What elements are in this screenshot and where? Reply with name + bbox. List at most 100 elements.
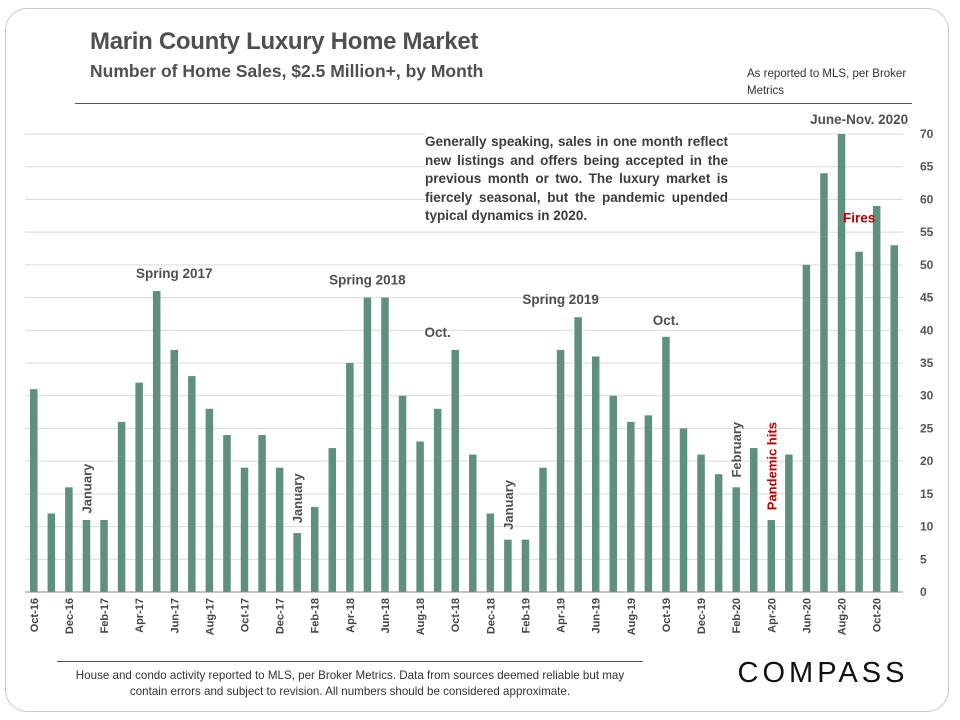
- bar-dec-16: [65, 487, 73, 592]
- y-tick-label: 35: [920, 356, 934, 370]
- x-tick-label: Apr-19: [556, 598, 568, 633]
- bar-oct-16: [30, 389, 38, 592]
- y-tick-label: 50: [920, 258, 934, 272]
- annotation-label: Oct.: [425, 325, 451, 340]
- x-tick-label: Aug-19: [626, 598, 638, 635]
- annotation-label: Spring 2019: [522, 292, 599, 307]
- bar-nov-19: [679, 428, 688, 592]
- bar-jun-19: [591, 356, 600, 592]
- y-tick-label: 65: [920, 160, 934, 174]
- bar-jan-18: [293, 533, 301, 592]
- bar-sep-18: [433, 408, 442, 592]
- bar-jul-19: [609, 395, 618, 592]
- bar-dec-17: [275, 467, 284, 592]
- bar-oct-19: [662, 336, 670, 592]
- y-tick-label: 30: [920, 389, 934, 403]
- bar-feb-17: [100, 520, 108, 592]
- bar-feb-18: [310, 506, 319, 592]
- bar-aug-19: [627, 421, 635, 592]
- x-tick-label: Oct-17: [240, 598, 252, 632]
- bar-mar-19: [539, 467, 547, 592]
- annotation-label: June-Nov. 2020: [810, 112, 908, 127]
- annotation-label: Pandemic hits: [764, 422, 779, 510]
- bar-apr-20: [767, 520, 776, 592]
- bar-apr-18: [346, 363, 354, 592]
- bar-may-17: [152, 291, 161, 592]
- y-tick-label: 20: [920, 454, 934, 468]
- bar-sep-17: [223, 434, 231, 592]
- annotations: Spring 2017 January Spring 2018 January Oct.…: [79, 112, 908, 530]
- chart-title: Marin County Luxury Home Market: [90, 28, 479, 55]
- x-tick-label: Dec-19: [696, 598, 708, 634]
- footer-disclaimer: House and condo activity reported to MLS…: [75, 669, 625, 698]
- bar-dec-18: [486, 513, 495, 592]
- bar-mar-17: [117, 421, 126, 592]
- bar-aug-20: [837, 134, 846, 592]
- bar-may-20: [785, 454, 793, 592]
- x-tick-label: Feb-18: [310, 598, 322, 633]
- bar-sep-19: [644, 415, 653, 592]
- bar-oct-20: [872, 205, 881, 592]
- y-tick-label: 45: [920, 291, 934, 305]
- y-tick-label: 0: [920, 585, 927, 599]
- header-divider: [75, 103, 912, 104]
- bar-may-19: [574, 317, 582, 592]
- bar-jul-18: [398, 395, 407, 592]
- y-tick-label: 5: [920, 552, 927, 566]
- annotation-label: January: [79, 463, 94, 514]
- annotation-label: February: [729, 421, 744, 477]
- bar-jan-20: [714, 474, 723, 592]
- y-tick-label: 60: [920, 192, 934, 206]
- x-tick-label: Aug-20: [837, 598, 849, 635]
- x-tick-label: Feb-20: [731, 598, 743, 633]
- source-note: As reported to MLS, per Broker Metrics: [747, 68, 907, 97]
- bar-apr-17: [135, 382, 143, 592]
- annotation-label: Spring 2017: [136, 266, 213, 281]
- x-tick-label: Jun-18: [380, 598, 392, 633]
- x-tick-label: Oct-20: [872, 598, 884, 632]
- bar-jul-20: [820, 173, 828, 592]
- x-tick-label: Oct-18: [450, 598, 462, 632]
- bar-jun-17: [170, 349, 179, 592]
- y-tick-label: 10: [920, 520, 934, 534]
- bar-jan-19: [504, 539, 512, 592]
- x-tick-label: Aug-17: [204, 598, 216, 635]
- bar-jun-18: [381, 297, 389, 592]
- bar-apr-19: [556, 349, 565, 592]
- annotation-label: Spring 2018: [329, 272, 406, 287]
- bar-may-18: [363, 297, 372, 592]
- axes: 0 5 10 15 20 25 30 35 40 45 50 55 60 65 70 Oct-16 Dec-16…: [25, 127, 934, 635]
- x-tick-label: Apr-18: [345, 598, 357, 633]
- compass-logo: COMPASS: [737, 657, 909, 689]
- x-tick-label: Jun-17: [169, 598, 181, 633]
- bar-aug-17: [205, 408, 214, 592]
- bar-dec-19: [697, 454, 705, 592]
- x-tick-label: Dec-18: [485, 598, 497, 634]
- y-tick-label: 70: [920, 127, 934, 141]
- x-tick-label: Oct-19: [661, 598, 673, 632]
- x-tick-label: Oct-16: [29, 598, 41, 632]
- annotation-label: January: [290, 473, 305, 524]
- bars: [30, 134, 898, 593]
- y-tick-label: 15: [920, 487, 934, 501]
- x-tick-label: Feb-17: [99, 598, 111, 633]
- bar-nov-17: [258, 434, 266, 592]
- x-tick-label: Jun-19: [591, 598, 603, 633]
- chart-subtitle: Number of Home Sales, $2.5 Million+, by …: [90, 61, 484, 81]
- bar-jan-17: [82, 520, 91, 592]
- annotation-label: Fires: [843, 210, 875, 225]
- bar-aug-18: [416, 441, 424, 592]
- x-tick-label: Dec-17: [275, 598, 287, 634]
- x-tick-label: Apr-17: [134, 598, 146, 633]
- bar-oct-17: [240, 467, 249, 592]
- annotation-label: Oct.: [653, 313, 679, 328]
- bar-nov-18: [469, 454, 477, 592]
- y-tick-label: 40: [920, 323, 934, 337]
- bar-nov-20: [890, 245, 898, 593]
- bar-jul-17: [188, 376, 196, 592]
- bar-jun-20: [802, 264, 811, 592]
- x-tick-label: Jun-20: [801, 598, 813, 633]
- commentary-box: Generally speaking, sales in one month r…: [425, 131, 728, 228]
- x-tick-label: Aug-18: [415, 598, 427, 635]
- y-tick-label: 25: [920, 421, 934, 435]
